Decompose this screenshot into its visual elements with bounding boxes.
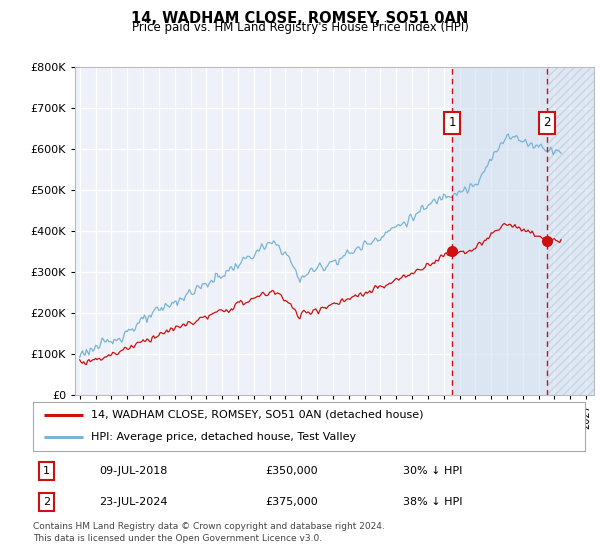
Bar [547, 67, 594, 395]
Text: £375,000: £375,000 [265, 497, 317, 507]
Text: £350,000: £350,000 [265, 466, 317, 476]
Bar [547, 67, 594, 395]
Text: 1: 1 [43, 466, 50, 476]
Text: Price paid vs. HM Land Registry's House Price Index (HPI): Price paid vs. HM Land Registry's House … [131, 21, 469, 34]
Text: 2: 2 [544, 116, 551, 129]
Text: HPI: Average price, detached house, Test Valley: HPI: Average price, detached house, Test… [91, 432, 356, 442]
Text: Contains HM Land Registry data © Crown copyright and database right 2024.
This d: Contains HM Land Registry data © Crown c… [33, 522, 385, 543]
Text: 1: 1 [448, 116, 456, 129]
Text: 14, WADHAM CLOSE, ROMSEY, SO51 0AN: 14, WADHAM CLOSE, ROMSEY, SO51 0AN [131, 11, 469, 26]
Text: 14, WADHAM CLOSE, ROMSEY, SO51 0AN (detached house): 14, WADHAM CLOSE, ROMSEY, SO51 0AN (deta… [91, 410, 424, 420]
Text: 23-JUL-2024: 23-JUL-2024 [99, 497, 168, 507]
Text: 38% ↓ HPI: 38% ↓ HPI [403, 497, 463, 507]
Bar [452, 67, 547, 395]
Text: 2: 2 [43, 497, 50, 507]
Text: 09-JUL-2018: 09-JUL-2018 [99, 466, 167, 476]
Text: 30% ↓ HPI: 30% ↓ HPI [403, 466, 462, 476]
